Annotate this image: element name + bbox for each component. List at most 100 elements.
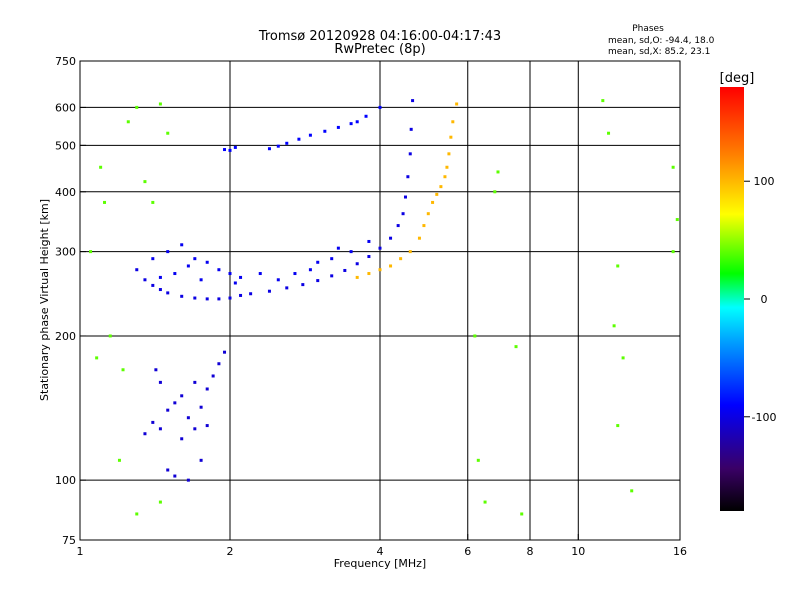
x-axis-label: Frequency [MHz] [334,557,426,570]
data-point [308,268,312,272]
data-point [443,175,447,179]
data-point [239,275,243,279]
data-point [355,275,359,279]
data-point [166,291,170,295]
data-point [108,334,112,338]
data-point [158,500,162,504]
grid-lines [80,61,680,540]
data-point [675,218,679,222]
data-point [126,120,130,124]
data-point [476,458,480,462]
y-tick-label: 600 [55,101,76,114]
data-point [297,137,301,141]
y-tick-label: 100 [55,474,76,487]
data-point [193,427,197,431]
x-tick-label: 4 [377,545,384,558]
data-point [439,185,443,189]
data-point [616,264,620,268]
data-point [223,148,227,152]
data-point [143,180,147,184]
data-point [330,274,334,278]
data-point [154,368,158,372]
data-point [276,278,280,282]
data-point [403,195,407,199]
data-point [367,255,371,259]
data-point [186,478,190,482]
legend-line-o: mean, sd,O: -94.4, 18.0 [608,36,715,46]
data-point [158,380,162,384]
colorbar-tick-label: -100 [752,411,777,424]
data-point [135,268,139,272]
colorbar-tick-label: 100 [754,175,775,188]
plot-area: 1 2 4 6 8 10 16 75 100 200 300 400 500 600 750 [55,55,687,558]
legend-title: Phases [632,24,664,34]
data-point [431,200,435,204]
data-point [158,427,162,431]
data-point [671,250,675,254]
chart-subtitle: RwPretec (8p) [334,42,425,57]
data-point [411,99,415,103]
data-point [151,283,155,287]
data-point [228,272,232,276]
data-point [228,148,232,152]
data-point [166,131,170,135]
data-point [135,105,139,109]
data-point [630,489,634,493]
data-point [451,120,455,124]
data-point [285,286,289,290]
data-points [89,99,679,516]
data-point [378,268,382,272]
data-point [336,246,340,250]
data-point [514,345,518,349]
data-point [205,424,209,428]
data-point [180,394,184,398]
y-tick-label: 75 [62,534,76,547]
data-point [121,368,125,372]
data-point [408,250,412,254]
data-point [422,224,426,228]
data-point [349,250,353,254]
data-point [267,147,271,151]
data-point [239,293,243,297]
data-point [378,105,382,109]
data-point [406,175,410,179]
colorbar-label: [deg] [720,71,755,86]
data-point [199,278,203,282]
data-point [193,296,197,300]
data-point [205,297,209,301]
data-point [367,239,371,243]
data-point [205,387,209,391]
data-point [396,224,400,228]
data-point [389,264,393,268]
data-point [135,512,139,516]
colorbar-ticks: 100 0 -100 [744,175,776,424]
data-point [493,190,497,194]
data-point [180,294,184,298]
data-point [193,380,197,384]
data-point [199,405,203,409]
data-point [449,135,453,139]
data-point [173,272,177,276]
data-point [217,362,221,366]
data-point [223,350,227,354]
data-point [367,272,371,276]
data-point [180,243,184,247]
data-point [233,281,237,285]
data-point [455,102,459,106]
y-tick-label: 400 [55,186,76,199]
data-point [199,458,203,462]
data-point [95,356,99,360]
y-axis-label: Stationary phase Virtual Height [km] [38,199,51,401]
data-point [301,283,305,287]
chart-title: Tromsø 20120928 04:16:00-04:17:43 [258,29,501,44]
y-tick-label: 500 [55,139,76,152]
legend-line-x: mean, sd,X: 85.2, 23.1 [608,47,710,57]
data-point [330,257,334,261]
data-point [378,246,382,250]
data-point [601,99,605,103]
data-point [389,236,393,240]
data-point [89,250,93,254]
x-tick-label: 16 [673,545,687,558]
data-point [401,212,405,216]
